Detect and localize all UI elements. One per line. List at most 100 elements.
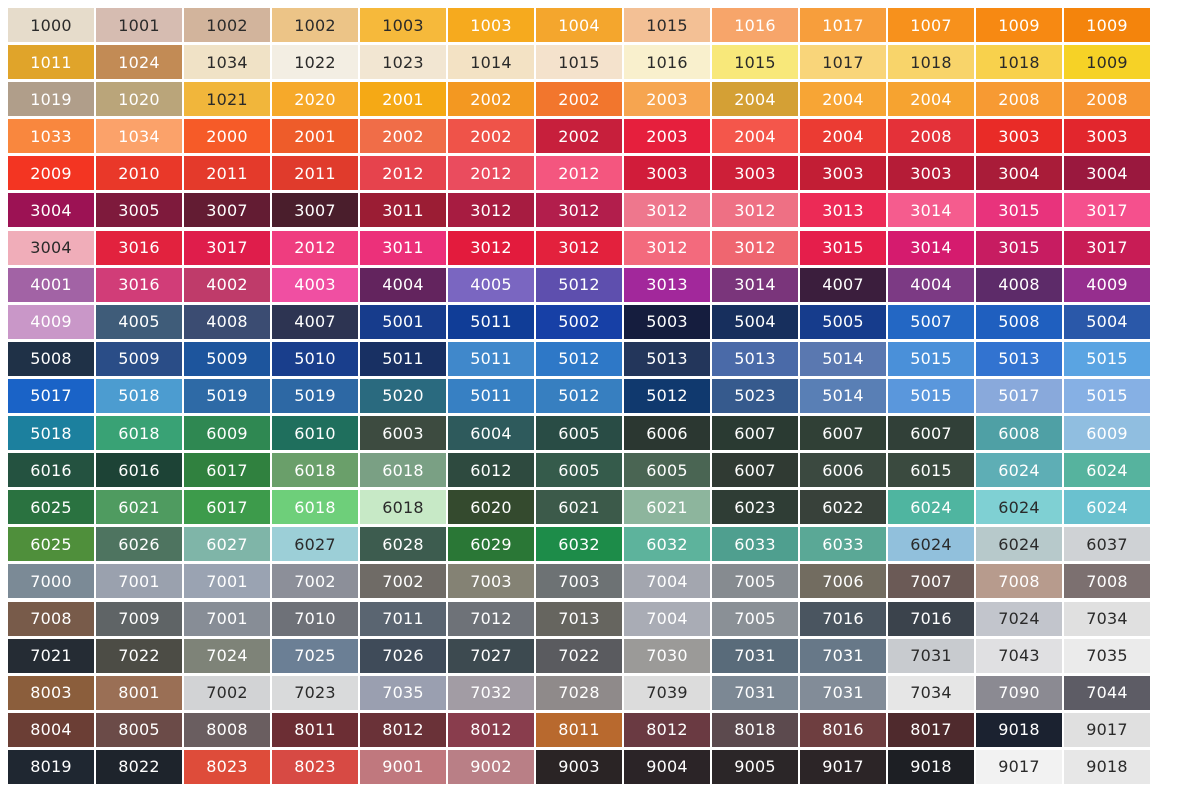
color-swatch: 7011 [360,601,446,636]
color-swatch: 6017 [184,490,270,525]
color-swatch: 6006 [624,416,710,451]
color-swatch: 5018 [8,416,94,451]
color-swatch: 7010 [272,601,358,636]
color-swatch: 6007 [888,416,974,451]
color-swatch: 6004 [448,416,534,451]
color-swatch: 2012 [360,156,446,191]
color-swatch: 4001 [8,267,94,302]
color-swatch: 5004 [1064,304,1150,339]
color-swatch: 1015 [624,8,710,42]
color-swatch: 6005 [536,453,622,488]
color-swatch: 8017 [888,712,974,747]
color-swatch: 6032 [624,527,710,562]
color-swatch: 7021 [8,638,94,673]
color-swatch: 7003 [536,564,622,599]
color-swatch: 6010 [272,416,358,451]
color-swatch: 5018 [96,378,182,413]
color-swatch: 5008 [976,304,1062,339]
color-swatch: 7031 [888,638,974,673]
color-swatch: 7008 [8,601,94,636]
color-swatch: 7028 [536,675,622,710]
color-swatch: 1034 [96,119,182,154]
color-swatch: 5012 [536,341,622,376]
color-swatch: 7039 [624,675,710,710]
color-swatch: 5017 [976,378,1062,413]
color-swatch: 7090 [976,675,1062,710]
color-swatch: 6018 [272,453,358,488]
color-swatch: 7007 [888,564,974,599]
color-swatch: 9017 [800,749,886,784]
color-swatch: 7006 [800,564,886,599]
color-swatch: 2008 [888,119,974,154]
color-swatch: 1015 [712,45,798,80]
color-swatch: 7027 [448,638,534,673]
color-swatch: 5014 [800,341,886,376]
color-swatch: 1016 [712,8,798,42]
color-swatch: 6018 [272,490,358,525]
color-swatch: 5015 [888,341,974,376]
color-swatch: 5013 [624,341,710,376]
color-swatch: 5013 [712,341,798,376]
color-swatch: 4004 [360,267,446,302]
color-swatch: 3017 [184,230,270,265]
color-swatch: 7001 [96,564,182,599]
color-swatch: 1009 [1064,45,1150,80]
color-swatch: 3003 [712,156,798,191]
color-swatch: 6015 [888,453,974,488]
color-swatch: 5015 [1064,378,1150,413]
color-swatch: 1018 [888,45,974,80]
color-swatch: 5007 [888,304,974,339]
color-swatch: 6023 [712,490,798,525]
color-swatch: 6005 [536,416,622,451]
color-swatch: 3012 [712,193,798,228]
color-swatch: 2002 [448,82,534,117]
color-swatch: 2008 [976,82,1062,117]
color-swatch: 8005 [96,712,182,747]
color-swatch: 4008 [976,267,1062,302]
color-swatch: 1009 [1064,8,1150,42]
color-swatch: 6016 [8,453,94,488]
color-swatch: 3017 [1064,193,1150,228]
color-swatch: 6024 [888,527,974,562]
color-swatch: 3007 [272,193,358,228]
color-swatch: 6029 [448,527,534,562]
color-swatch: 2002 [536,82,622,117]
color-swatch: 5004 [712,304,798,339]
color-swatch: 8012 [360,712,446,747]
color-swatch: 2000 [184,119,270,154]
color-swatch: 7031 [800,675,886,710]
color-swatch: 5010 [272,341,358,376]
color-swatch: 6007 [800,416,886,451]
color-swatch: 7016 [800,601,886,636]
color-swatch: 7012 [448,601,534,636]
color-swatch: 2011 [184,156,270,191]
color-swatch: 2012 [536,156,622,191]
color-swatch: 9018 [888,749,974,784]
color-swatch: 1021 [184,82,270,117]
color-swatch: 4004 [888,267,974,302]
color-swatch: 8012 [624,712,710,747]
color-swatch: 3003 [1064,119,1150,154]
color-swatch: 7024 [976,601,1062,636]
color-swatch: 3003 [976,119,1062,154]
color-swatch: 7035 [1064,638,1150,673]
color-swatch: 1002 [184,8,270,42]
color-swatch: 6032 [536,527,622,562]
color-swatch: 9001 [360,749,446,784]
color-swatch: 6033 [800,527,886,562]
color-swatch: 8019 [8,749,94,784]
color-swatch: 2001 [272,119,358,154]
color-swatch: 2004 [800,82,886,117]
color-swatch: 3014 [712,267,798,302]
color-swatch: 8022 [96,749,182,784]
color-swatch: 6021 [96,490,182,525]
color-swatch: 5009 [184,341,270,376]
color-swatch: 5008 [8,341,94,376]
color-swatch: 1022 [272,45,358,80]
color-swatch: 6024 [976,527,1062,562]
color-swatch: 3014 [888,230,974,265]
color-swatch: 5001 [360,304,446,339]
color-swatch: 8004 [8,712,94,747]
color-swatch: 6024 [976,453,1062,488]
color-swatch: 8011 [272,712,358,747]
